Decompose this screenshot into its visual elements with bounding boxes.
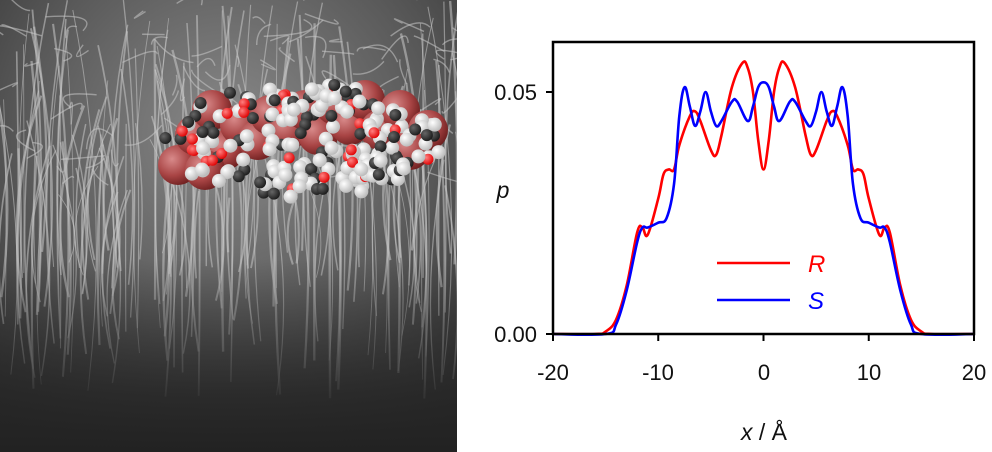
x-axis-unit: / Å [752,418,787,445]
plot-series [552,60,975,337]
series-line-r [552,60,975,336]
x-axis-variable: x [740,419,754,445]
probability-profile-chart: 0.05 0.00 -20 -10 0 10 20 p x / Å R S [457,0,992,452]
chart-canvas: 0.05 0.00 -20 -10 0 10 20 p x / Å R S [494,40,986,445]
x-tick-10: 10 [857,360,881,385]
y-tick-0-05: 0.05 [494,80,537,105]
sem-micrograph-with-molecule [0,0,457,452]
legend: R S [717,251,825,315]
x-tick-0: 0 [758,360,770,385]
y-axis-title: p [496,177,510,203]
plot-frame [551,40,976,336]
legend-label-s: S [808,288,824,315]
series-line-s [552,81,975,337]
x-tick-neg20: -20 [537,360,569,385]
sem-image [0,0,457,452]
x-tick-neg10: -10 [642,360,674,385]
legend-label-r: R [808,251,825,278]
y-tick-0-00: 0.00 [494,322,537,347]
x-tick-20: 20 [962,360,986,385]
x-axis-title: x / Å [740,418,788,445]
axis-ticks [546,91,975,341]
